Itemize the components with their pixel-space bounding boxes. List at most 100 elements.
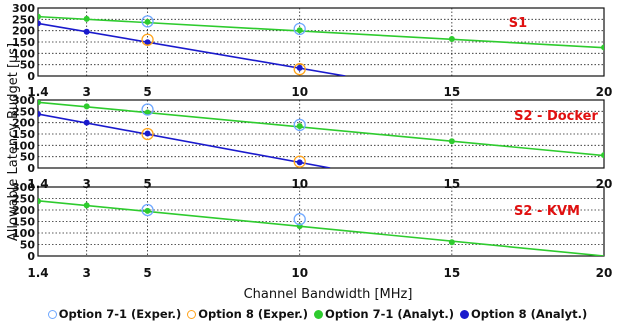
y-tick-label: 0 — [27, 70, 35, 83]
y-tick-label: 200 — [12, 25, 35, 38]
series-line — [38, 200, 604, 256]
x-tick-label: 15 — [443, 85, 460, 99]
y-tick-label: 250 — [12, 105, 35, 118]
data-point-analytical — [83, 103, 90, 110]
x-tick-label: 5 — [143, 85, 151, 99]
data-point-analytical — [601, 44, 604, 51]
legend-label: Option 8 (Analyt.) — [471, 307, 588, 321]
y-tick-label: 300 — [12, 181, 35, 194]
y-tick-label: 300 — [12, 2, 35, 15]
data-point-experimental — [141, 127, 154, 141]
data-point-analytical — [38, 111, 41, 118]
x-tick-label: 15 — [443, 177, 460, 191]
x-tick-label: 3 — [83, 177, 91, 191]
panel-label: S1 — [509, 16, 527, 31]
y-tick-label: 150 — [12, 36, 35, 49]
legend-label: Option 7-1 (Exper.) — [58, 307, 182, 321]
data-point-experimental — [293, 155, 306, 168]
x-tick-label: 15 — [443, 266, 460, 280]
filled-circle-icon — [314, 309, 324, 319]
data-point-experimental — [141, 103, 154, 116]
data-point-analytical — [144, 39, 151, 46]
y-tick-label: 100 — [12, 47, 35, 60]
legend-item-option71-analyt: Option 7-1 (Analyt.) — [314, 307, 454, 321]
data-point-analytical — [448, 138, 455, 145]
data-point-analytical — [38, 20, 41, 27]
x-tick-label: 3 — [83, 266, 91, 280]
data-point-analytical — [144, 130, 151, 137]
y-tick-label: 0 — [27, 162, 35, 175]
panel-frame — [37, 99, 605, 169]
data-point-analytical — [296, 27, 303, 34]
y-tick-label: 100 — [12, 227, 35, 240]
data-point-analytical — [83, 202, 90, 209]
x-tick-label: 10 — [291, 85, 308, 99]
open-circle-icon — [47, 309, 57, 319]
data-point-analytical — [83, 119, 90, 126]
data-point-experimental — [141, 203, 154, 217]
y-tick-label: 50 — [20, 239, 36, 252]
y-tick-label: 50 — [20, 151, 36, 164]
x-tick-label: 10 — [291, 177, 308, 191]
data-point-analytical — [38, 198, 41, 205]
series-line — [38, 15, 604, 49]
y-tick-label: 50 — [20, 59, 36, 72]
data-point-experimental — [141, 33, 154, 46]
data-point-analytical — [296, 159, 303, 166]
y-tick-label: 100 — [12, 139, 35, 152]
x-tick-label: 1.4 — [27, 266, 48, 280]
y-tick-label: 0 — [27, 250, 35, 263]
y-tick-label: 300 — [12, 94, 35, 107]
x-tick-label: 1.4 — [27, 85, 48, 99]
y-tick-label: 150 — [12, 216, 35, 229]
legend-label: Option 8 (Exper.) — [198, 307, 309, 321]
x-tick-label: 10 — [291, 266, 308, 280]
y-tick-label: 250 — [12, 193, 35, 206]
data-point-analytical — [83, 15, 90, 22]
panel-frame — [37, 7, 605, 77]
data-point-analytical — [38, 13, 41, 20]
filled-circle-icon — [460, 309, 470, 319]
data-point-analytical — [83, 28, 90, 35]
x-tick-label: 5 — [143, 266, 151, 280]
legend-item-option8-analyt: Option 8 (Analyt.) — [460, 307, 587, 321]
series-line — [38, 101, 604, 157]
x-tick-label: 20 — [596, 266, 613, 280]
y-tick-label: 150 — [12, 128, 35, 141]
x-tick-label: 5 — [143, 177, 151, 191]
data-point-analytical — [448, 239, 455, 246]
panel-label: S2 - Docker — [514, 109, 598, 124]
data-point-experimental — [293, 213, 306, 226]
data-point-analytical — [38, 100, 41, 106]
data-point-analytical — [296, 64, 303, 71]
x-tick-label: 3 — [83, 85, 91, 99]
legend-item-option8-exper: Option 8 (Exper.) — [187, 307, 308, 321]
open-circle-icon — [187, 309, 197, 319]
y-tick-label: 250 — [12, 13, 35, 26]
data-point-experimental — [293, 22, 306, 36]
x-tick-label: 20 — [596, 85, 613, 99]
series-line — [38, 113, 331, 168]
legend-item-option71-exper: Option 7-1 (Exper.) — [47, 307, 182, 321]
data-point-analytical — [144, 18, 151, 25]
y-axis-label: Allowable Latency Budget [μs] — [6, 43, 21, 241]
panel-frame — [37, 186, 605, 257]
y-tick-label: 200 — [12, 204, 35, 217]
y-tick-label: 200 — [12, 117, 35, 130]
data-point-analytical — [296, 123, 303, 130]
data-point-analytical — [144, 109, 151, 116]
data-point-experimental — [293, 118, 306, 132]
panel-label: S2 - KVM — [514, 204, 580, 219]
data-point-analytical — [448, 36, 455, 43]
chart-legend: Option 7-1 (Exper.) Option 8 (Exper.) Op… — [0, 305, 635, 323]
data-point-experimental — [293, 63, 306, 76]
data-point-analytical — [601, 152, 604, 159]
data-point-analytical — [144, 207, 151, 214]
x-axis-label: Channel Bandwidth [MHz] — [244, 287, 413, 302]
legend-label: Option 7-1 (Analyt.) — [325, 307, 455, 321]
